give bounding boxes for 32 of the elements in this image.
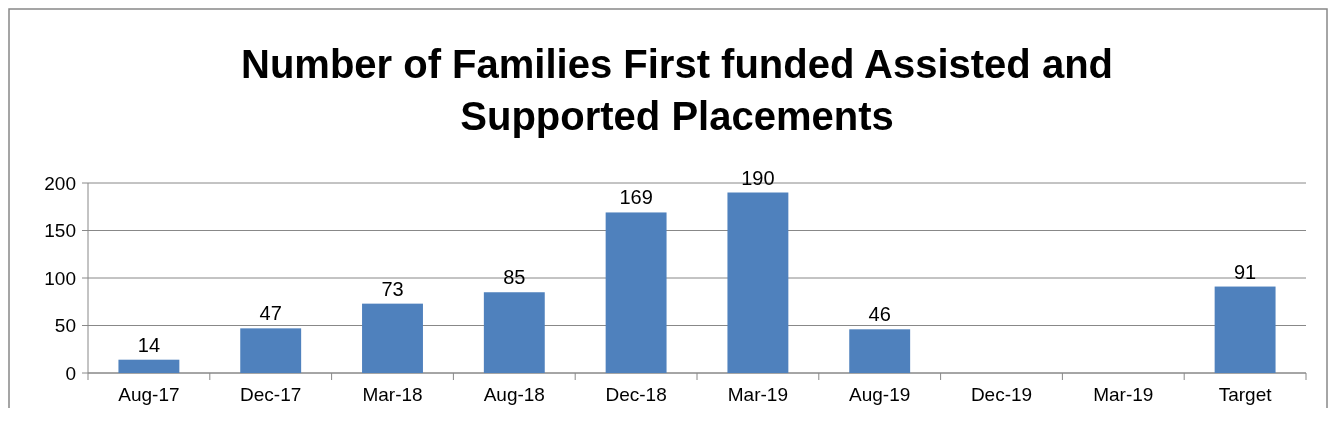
x-tick-label: Dec-18 [605, 384, 667, 405]
data-label: 47 [259, 302, 282, 325]
x-tick-label: Aug-17 [118, 384, 180, 405]
bar [605, 212, 667, 373]
x-tick-label: Target [1218, 384, 1273, 405]
data-label: 91 [1233, 260, 1257, 283]
x-tick-label: Mar-19 [727, 384, 788, 405]
y-tick-label: 200 [44, 172, 76, 194]
data-label: 73 [381, 277, 404, 300]
data-label: 190 [741, 166, 775, 189]
bar [483, 292, 545, 373]
bar [727, 192, 789, 373]
y-tick-label: 100 [44, 267, 76, 289]
y-tick-label: 0 [65, 362, 76, 384]
chart-title: Number of Families First funded Assisted and Supported Placements [241, 42, 1113, 138]
bar [240, 328, 302, 373]
data-label: 14 [137, 333, 161, 356]
x-tick-label: Mar-18 [362, 384, 423, 405]
bar [1214, 286, 1276, 373]
x-tick-label: Aug-18 [483, 384, 545, 405]
y-tick-label: 50 [54, 315, 76, 337]
data-label: 46 [868, 303, 891, 326]
bar [118, 359, 180, 373]
x-tick-label: Mar-19 [1093, 384, 1154, 405]
data-label: 85 [503, 266, 526, 289]
x-tick-label: Dec-19 [970, 384, 1033, 405]
y-tick-label: 150 [44, 220, 76, 242]
bar [849, 329, 911, 373]
bar [362, 303, 423, 373]
x-tick-label: Aug-19 [849, 384, 911, 405]
data-label: 169 [619, 186, 653, 209]
x-tick-label: Dec-17 [240, 384, 302, 405]
